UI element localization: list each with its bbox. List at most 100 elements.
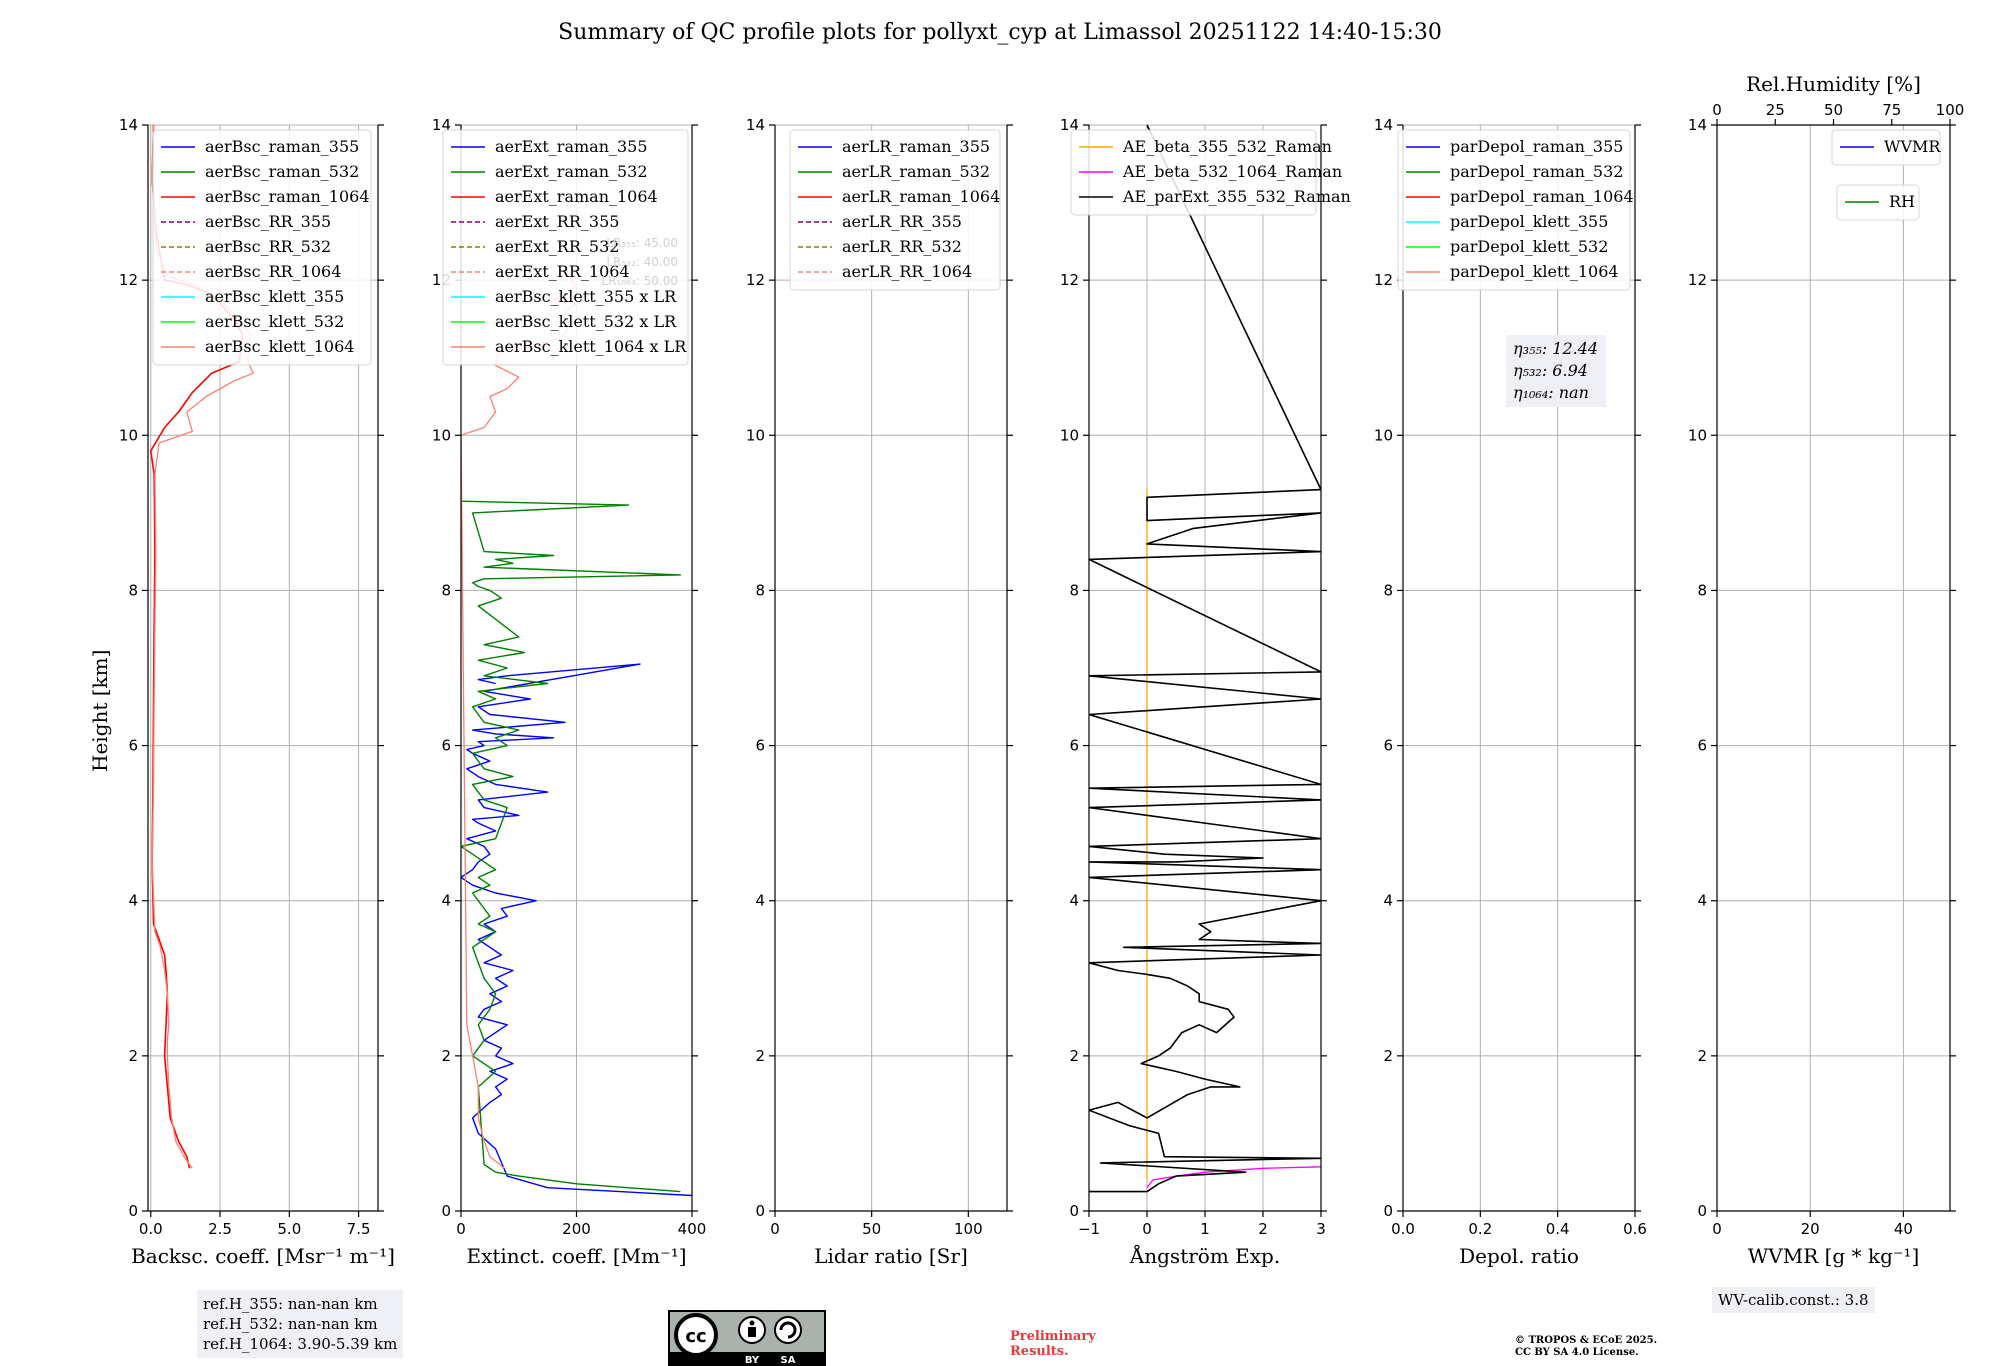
x-tick-label: 200 xyxy=(562,1220,591,1238)
y-tick-label: 0 xyxy=(755,1202,765,1220)
x-tick-label: 5.0 xyxy=(277,1220,301,1238)
legend-entry: aerLR_raman_1064 xyxy=(842,187,1000,206)
y-tick-label: 0 xyxy=(128,1202,138,1220)
top-axis-label: Rel.Humidity [%] xyxy=(1746,72,1921,96)
y-tick-label: 2 xyxy=(1069,1047,1079,1065)
y-tick-label: 0 xyxy=(1697,1202,1707,1220)
x-axis-label: WVMR [g * kg⁻¹] xyxy=(1748,1244,1920,1268)
y-tick-label: 12 xyxy=(1688,271,1707,289)
x-tick-label: 100 xyxy=(954,1220,983,1238)
legend-frame xyxy=(1070,129,1317,216)
legend-entry: aerBsc_RR_1064 xyxy=(205,262,341,281)
depol-chart: 0 2 4 6 8 10 12 14 0.0 0.2 0.4 0.6 parDepol_raman_35… xyxy=(1374,116,1647,1268)
legend-entry: aerBsc_klett_532 xyxy=(205,312,344,331)
legend: aerExt_raman_355 aerExt_raman_532 aerExt_r… xyxy=(442,129,689,366)
legend: AE_beta_355_532_Raman AE_beta_532_1064_Ra… xyxy=(1070,129,1351,216)
legend-entry: aerBsc_RR_532 xyxy=(205,237,331,256)
legend-entry: aerExt_RR_1064 xyxy=(495,262,630,281)
legend-entry: AE_beta_355_532_Raman xyxy=(1122,137,1332,156)
y-tick-label: 12 xyxy=(746,271,765,289)
eta-value: η₁₀₆₄: nan xyxy=(1513,383,1589,402)
y-tick-label: 10 xyxy=(746,426,765,444)
y-tick-label: 4 xyxy=(128,892,138,910)
y-tick-label: 14 xyxy=(1060,116,1079,134)
legend: aerBsc_raman_355 aerBsc_raman_532 aerBsc_r… xyxy=(152,129,372,366)
backscatter-chart: 0 2 4 6 8 10 12 14 0.0 2.5 5.0 7.5 aerBsc_raman_355a… xyxy=(119,116,395,1268)
x-axis-label: Depol. ratio xyxy=(1459,1244,1579,1268)
legend: WVMR xyxy=(1831,129,1941,166)
legend-entry: aerExt_RR_355 xyxy=(495,212,619,231)
y-tick-label: 4 xyxy=(441,892,451,910)
y-tick-label: 12 xyxy=(1060,271,1079,289)
x-tick-label: 0.6 xyxy=(1623,1220,1647,1238)
x-tick-label: 0.0 xyxy=(1391,1220,1415,1238)
y-tick-label: 14 xyxy=(432,116,451,134)
y-tick-label: 10 xyxy=(432,426,451,444)
y-tick-label: 8 xyxy=(1383,581,1393,599)
legend-entry: aerBsc_raman_1064 xyxy=(205,187,370,206)
legend-entry: parDepol_raman_355 xyxy=(1450,137,1623,156)
x-tick-label: 0 xyxy=(770,1220,780,1238)
y-tick-label: 8 xyxy=(441,581,451,599)
series-AE_parExt_355_532_Raman xyxy=(1089,125,1321,1193)
legend-entry: aerBsc_klett_355 x LR xyxy=(495,287,677,306)
legend-entry: AE_parExt_355_532_Raman xyxy=(1122,187,1351,206)
y-tick-label: 6 xyxy=(1697,737,1707,755)
x-axis-label: Lidar ratio [Sr] xyxy=(814,1244,968,1268)
y-tick-label: 2 xyxy=(441,1047,451,1065)
y-tick-label: 14 xyxy=(119,116,138,134)
legend-entry: RH xyxy=(1889,192,1915,211)
ref-height-532: ref.H_532: nan-nan km xyxy=(203,1315,378,1333)
legend-entry: aerBsc_raman_532 xyxy=(205,162,359,181)
legend: RH xyxy=(1836,184,1920,221)
legend-frame xyxy=(152,129,372,366)
x-tick-label: 20 xyxy=(1801,1220,1820,1238)
legend-entry: aerExt_raman_355 xyxy=(495,137,648,156)
series-aerExt_raman_532 xyxy=(461,500,682,1193)
x-tick-label: 0.2 xyxy=(1468,1220,1492,1238)
legend-entry: aerLR_raman_532 xyxy=(842,162,990,181)
y-tick-label: 8 xyxy=(1697,581,1707,599)
series-AE_beta_532_1064_Raman xyxy=(1146,1166,1321,1189)
ref-height-355: ref.H_355: nan-nan km xyxy=(203,1295,378,1313)
legend-entry: parDepol_raman_532 xyxy=(1450,162,1623,181)
legend-entry: aerLR_RR_532 xyxy=(842,237,962,256)
legend-frame xyxy=(1397,129,1631,291)
y-tick-label: 10 xyxy=(1060,426,1079,444)
series-aerExt_raman_355 xyxy=(461,663,692,1197)
x-tick-label: −1 xyxy=(1078,1220,1100,1238)
legend-entry: parDepol_klett_355 xyxy=(1450,212,1608,231)
figure-title: Summary of QC profile plots for pollyxt_… xyxy=(558,20,1442,45)
y-tick-label: 10 xyxy=(1688,426,1707,444)
legend-entry: aerBsc_RR_355 xyxy=(205,212,331,231)
top-x-tick-label: 0 xyxy=(1712,101,1722,119)
x-tick-label: 0 xyxy=(456,1220,466,1238)
y-tick-label: 4 xyxy=(1069,892,1079,910)
legend-entry: WVMR xyxy=(1884,137,1941,156)
x-tick-label: 2.5 xyxy=(208,1220,232,1238)
legend-entry: aerExt_RR_532 xyxy=(495,237,619,256)
legend-entry: parDepol_klett_1064 xyxy=(1450,262,1619,281)
y-tick-label: 14 xyxy=(1688,116,1707,134)
y-tick-label: 12 xyxy=(1374,271,1393,289)
legend-entry: aerExt_raman_1064 xyxy=(495,187,658,206)
y-tick-label: 2 xyxy=(755,1047,765,1065)
x-tick-label: 0 xyxy=(1712,1220,1722,1238)
y-tick-label: 10 xyxy=(119,426,138,444)
eta-value: η₃₅₅: 12.44 xyxy=(1513,339,1598,358)
legend-entry: AE_beta_532_1064_Raman xyxy=(1122,162,1342,181)
copyright-line-2: CC BY SA 4.0 License. xyxy=(1515,1347,1639,1358)
y-tick-label: 14 xyxy=(1374,116,1393,134)
lidar-ratio-annotation: LR₃₅₅: 45.00 xyxy=(606,236,678,250)
y-tick-label: 8 xyxy=(1069,581,1079,599)
legend: parDepol_raman_355 parDepol_raman_532 parD… xyxy=(1397,129,1634,291)
lidar-ratio-annotation: LR₅₃₂: 40.00 xyxy=(606,255,678,269)
by-label: BY xyxy=(745,1355,760,1366)
preliminary-line-1: Preliminary xyxy=(1010,1329,1096,1344)
y-tick-label: 6 xyxy=(128,737,138,755)
top-x-tick-label: 100 xyxy=(1936,101,1965,119)
legend-frame xyxy=(1831,129,1941,166)
preliminary-line-2: Results. xyxy=(1010,1344,1069,1359)
